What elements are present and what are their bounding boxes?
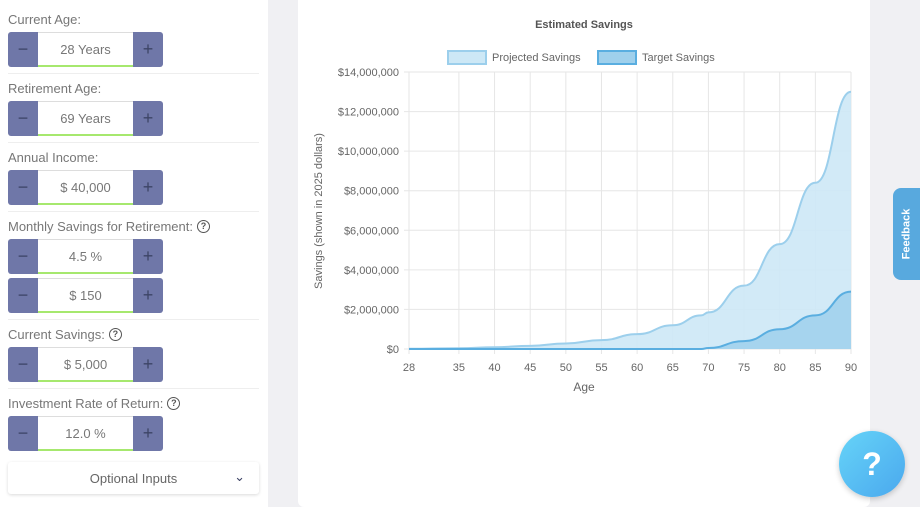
line-target [409, 290, 852, 350]
y-axis-label: Savings (shown in 2025 dollars) [313, 133, 325, 289]
optional-inputs-toggle[interactable]: Optional Inputs ⌄ [8, 462, 259, 494]
help-icon[interactable]: ? [196, 220, 210, 233]
current-savings-stepper: − $ 5,000 + [8, 347, 163, 382]
retirement-age-stepper: − 69 Years + [8, 101, 163, 136]
legend-label-target: Target Savings [642, 52, 715, 64]
feedback-tab[interactable]: Feedback [893, 188, 920, 280]
current-age-input[interactable]: 28 Years [38, 32, 133, 67]
savings-chart: Estimated Savings Projected Savings Target… [313, 19, 857, 394]
legend-swatch-projected [447, 50, 487, 65]
monthly-savings-percent-input[interactable]: 4.5 % [38, 239, 133, 274]
divider [8, 388, 259, 389]
x-tick-label: 55 [595, 362, 607, 374]
monthly-savings-label: Monthly Savings for Retirement:? [8, 219, 210, 234]
legend-swatch-target [597, 50, 637, 65]
help-button[interactable]: ? [839, 431, 905, 497]
chart-card: Estimated Savings Projected Savings Target… [298, 0, 870, 507]
current-savings-label: Current Savings:? [8, 327, 122, 342]
optional-inputs-label: Optional Inputs [89, 470, 178, 486]
y-tick-label: $2,000,000 [344, 304, 399, 316]
annual-income-label: Annual Income: [8, 150, 99, 165]
current-age-decrement-button[interactable]: − [8, 32, 38, 67]
help-icon[interactable]: ? [167, 397, 181, 410]
x-tick-label: 28 [403, 362, 415, 374]
current-age-increment-button[interactable]: + [133, 32, 163, 67]
retirement-age-input[interactable]: 69 Years [38, 101, 133, 136]
y-tick-label: $6,000,000 [344, 225, 399, 237]
rate-of-return-decrement-button[interactable]: − [8, 416, 38, 451]
divider [8, 211, 259, 212]
x-tick-label: 35 [453, 362, 465, 374]
divider [8, 319, 259, 320]
current-age-stepper: − 28 Years + [8, 32, 163, 67]
line-projected [408, 90, 852, 350]
current-age-label: Current Age: [8, 12, 81, 27]
x-tick-label: 40 [488, 362, 500, 374]
monthly-savings-percent-decrement-button[interactable]: − [8, 239, 38, 274]
annual-income-increment-button[interactable]: + [133, 170, 163, 205]
area-target [409, 291, 851, 349]
monthly-savings-amount-increment-button[interactable]: + [133, 278, 163, 313]
monthly-savings-amount-decrement-button[interactable]: − [8, 278, 38, 313]
chart-title: Estimated Savings [535, 19, 633, 31]
x-tick-label: 45 [524, 362, 536, 374]
x-tick-label: 80 [774, 362, 786, 374]
annual-income-stepper: − $ 40,000 + [8, 170, 163, 205]
x-tick-label: 75 [738, 362, 750, 374]
annual-income-input[interactable]: $ 40,000 [38, 170, 133, 205]
y-tick-label: $4,000,000 [344, 265, 399, 277]
retirement-age-decrement-button[interactable]: − [8, 101, 38, 136]
y-tick-label: $8,000,000 [344, 186, 399, 198]
y-tick-label: $12,000,000 [338, 107, 399, 119]
rate-of-return-input[interactable]: 12.0 % [38, 416, 133, 451]
current-savings-increment-button[interactable]: + [133, 347, 163, 382]
x-tick-label: 65 [667, 362, 679, 374]
retirement-age-increment-button[interactable]: + [133, 101, 163, 136]
x-tick-label: 60 [631, 362, 643, 374]
monthly-savings-percent-stepper: − 4.5 % + [8, 239, 163, 274]
x-tick-label: 90 [845, 362, 857, 374]
x-tick-label: 85 [809, 362, 821, 374]
monthly-savings-amount-input[interactable]: $ 150 [38, 278, 133, 313]
x-tick-label: 50 [560, 362, 572, 374]
chevron-down-icon: ⌄ [234, 469, 245, 484]
divider [8, 142, 259, 143]
current-savings-decrement-button[interactable]: − [8, 347, 38, 382]
monthly-savings-percent-increment-button[interactable]: + [133, 239, 163, 274]
divider [8, 73, 259, 74]
rate-of-return-increment-button[interactable]: + [133, 416, 163, 451]
retirement-age-label: Retirement Age: [8, 81, 102, 96]
rate-of-return-stepper: − 12.0 % + [8, 416, 163, 451]
legend-label-projected: Projected Savings [492, 52, 581, 64]
input-panel: Current Age: − 28 Years + Retirement Age… [0, 0, 268, 507]
monthly-savings-amount-stepper: − $ 150 + [8, 278, 163, 313]
help-icon[interactable]: ? [108, 328, 122, 341]
y-tick-label: $0 [387, 344, 399, 356]
area-projected [409, 91, 851, 349]
x-axis-label: Age [573, 380, 595, 394]
x-tick-label: 70 [702, 362, 714, 374]
rate-of-return-label: Investment Rate of Return:? [8, 396, 181, 411]
annual-income-decrement-button[interactable]: − [8, 170, 38, 205]
current-savings-input[interactable]: $ 5,000 [38, 347, 133, 382]
y-tick-label: $14,000,000 [338, 67, 399, 79]
y-tick-label: $10,000,000 [338, 146, 399, 158]
